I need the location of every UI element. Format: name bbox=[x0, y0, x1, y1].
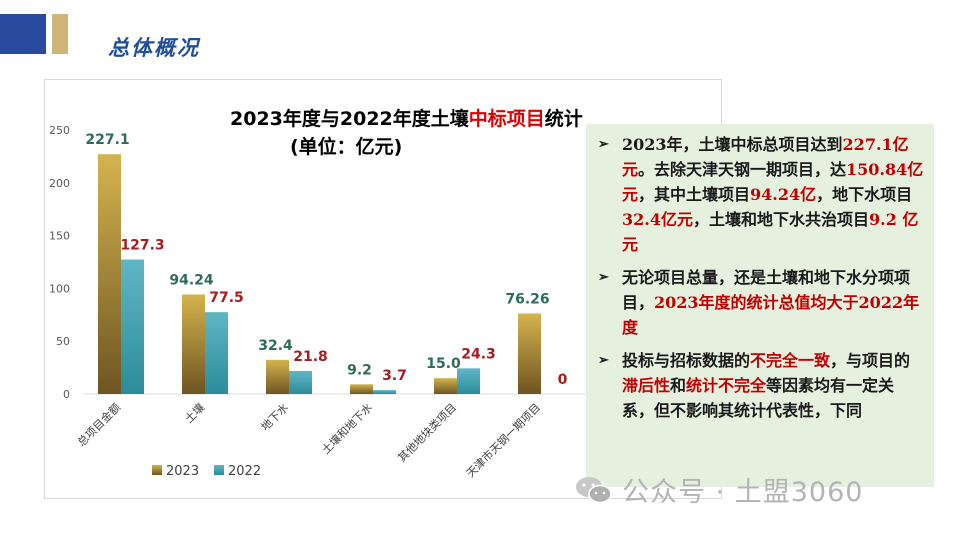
note-segment: 等因素均有一定关系，但不影响其统计代表性，下同 bbox=[622, 376, 895, 420]
chart-title-part1: 2023年度与2022年度土壤 bbox=[230, 108, 469, 130]
note-item: ➢ 无论项目总量，还是土壤和地下水分项项目，2023年度的统计总值均大于2022年… bbox=[598, 265, 924, 340]
note-segment: ，与项目的 bbox=[830, 351, 911, 370]
bar-2022 bbox=[457, 368, 480, 394]
legend-swatch-2023 bbox=[152, 465, 162, 475]
bullet-arrow-icon: ➢ bbox=[598, 353, 609, 368]
bar-2023 bbox=[98, 154, 121, 394]
note-highlight: 94.24亿 bbox=[750, 185, 817, 204]
note-highlight: 2023年度的统计总值均大于2022年度 bbox=[622, 293, 920, 337]
summary-notes: ➢ 2023年，土壤中标总项目达到227.1亿元。去除天津天钢一期项目，达150.… bbox=[586, 124, 934, 487]
note-highlight: 150.84亿元 bbox=[622, 160, 924, 204]
note-highlight: 9.2 亿元 bbox=[622, 210, 919, 254]
x-category-label: 土壤 bbox=[182, 400, 207, 425]
note-text: 投标与招标数据的不完全一致，与项目的滞后性和统计不完全等因素均有一定关系，但不影… bbox=[622, 348, 924, 423]
data-label-2023: 76.26 bbox=[505, 291, 549, 307]
data-label-2022: 3.7 bbox=[382, 368, 407, 384]
data-label-2022: 24.3 bbox=[461, 346, 496, 362]
note-item: ➢ 投标与招标数据的不完全一致，与项目的滞后性和统计不完全等因素均有一定关系，但不… bbox=[598, 348, 924, 423]
data-label-2023: 227.1 bbox=[85, 132, 129, 148]
note-segment: 和 bbox=[670, 376, 687, 395]
bar-2023 bbox=[182, 294, 205, 394]
note-highlight: 227.1亿元 bbox=[622, 135, 909, 179]
data-label-2023: 32.4 bbox=[258, 338, 293, 354]
header-accent-blue bbox=[0, 14, 46, 54]
bar-2022 bbox=[121, 259, 144, 394]
note-segment: ，地下水项目 bbox=[816, 185, 913, 204]
x-category-label: 天津市天钢一期项目 bbox=[463, 400, 543, 480]
note-segment: ，土壤和地下水共治项目 bbox=[692, 210, 869, 229]
bullet-arrow-icon: ➢ bbox=[598, 137, 609, 152]
chart-title-highlight: 中标项目 bbox=[468, 108, 545, 130]
page-title: 总体概况 bbox=[108, 35, 200, 60]
x-category-label: 总项目金额 bbox=[74, 400, 123, 449]
x-category-label: 其他地块类项目 bbox=[395, 400, 459, 464]
data-label-2022: 127.3 bbox=[120, 238, 164, 254]
x-category-label: 土壤和地下水 bbox=[319, 400, 376, 457]
note-highlight: 不完全一致 bbox=[750, 351, 831, 370]
y-tick-label: 0 bbox=[63, 388, 70, 401]
chart-title-part3: 统计 bbox=[544, 108, 583, 130]
watermark: 公众号 · 土盟3060 bbox=[574, 470, 863, 509]
data-label-2023: 94.24 bbox=[169, 272, 214, 288]
data-label-2022: 0 bbox=[558, 372, 568, 388]
bar-2023 bbox=[434, 378, 457, 394]
data-label-2022: 21.8 bbox=[293, 349, 328, 365]
header-accent-gap bbox=[46, 14, 52, 54]
note-text: 无论项目总量，还是土壤和地下水分项项目，2023年度的统计总值均大于2022年度 bbox=[622, 265, 924, 340]
note-segment: 。去除天津天钢一期项目，达 bbox=[638, 160, 847, 179]
x-category-label: 地下水 bbox=[259, 401, 292, 434]
chart-subtitle: (单位：亿元) bbox=[290, 136, 403, 158]
y-tick-label: 250 bbox=[49, 124, 70, 137]
y-tick-label: 50 bbox=[56, 335, 70, 348]
note-segment: 2023年，土壤中标总项目达到 bbox=[622, 135, 843, 154]
legend-swatch-2022 bbox=[214, 465, 224, 475]
y-tick-label: 200 bbox=[49, 177, 70, 190]
legend-label-2023: 2023 bbox=[166, 464, 199, 479]
header-accent-gold bbox=[52, 14, 68, 54]
note-item: ➢ 2023年，土壤中标总项目达到227.1亿元。去除天津天钢一期项目，达150.… bbox=[598, 132, 924, 257]
legend-label-2022: 2022 bbox=[228, 464, 261, 479]
bullet-arrow-icon: ➢ bbox=[598, 270, 609, 285]
bar-2023 bbox=[266, 359, 289, 394]
data-label-2023: 15.0 bbox=[426, 356, 461, 372]
note-highlight: 统计不完全 bbox=[686, 376, 767, 395]
y-tick-label: 150 bbox=[49, 230, 70, 243]
note-highlight: 滞后性 bbox=[622, 376, 671, 395]
bar-2023 bbox=[518, 313, 541, 394]
bar-2022 bbox=[205, 312, 228, 394]
bar-2022 bbox=[289, 370, 312, 394]
note-segment: ，其中土壤项目 bbox=[638, 185, 751, 204]
note-segment: 无论项目总量，还是土壤和地下水分项项目， bbox=[622, 268, 911, 312]
note-text: 2023年，土壤中标总项目达到227.1亿元。去除天津天钢一期项目，达150.8… bbox=[622, 132, 924, 257]
bar-2023 bbox=[350, 384, 373, 394]
note-segment: 投标与招标数据的 bbox=[622, 351, 751, 370]
chart-title: 2023年度与2022年度土壤中标项目统计 bbox=[230, 104, 583, 131]
watermark-text: 公众号 · 土盟3060 bbox=[622, 477, 864, 508]
note-highlight: 32.4亿元 bbox=[622, 210, 693, 229]
y-tick-label: 100 bbox=[49, 282, 70, 295]
data-label-2022: 77.5 bbox=[209, 290, 244, 306]
wechat-icon bbox=[576, 476, 612, 503]
data-label-2023: 9.2 bbox=[347, 362, 372, 378]
bar-2022 bbox=[373, 390, 396, 394]
